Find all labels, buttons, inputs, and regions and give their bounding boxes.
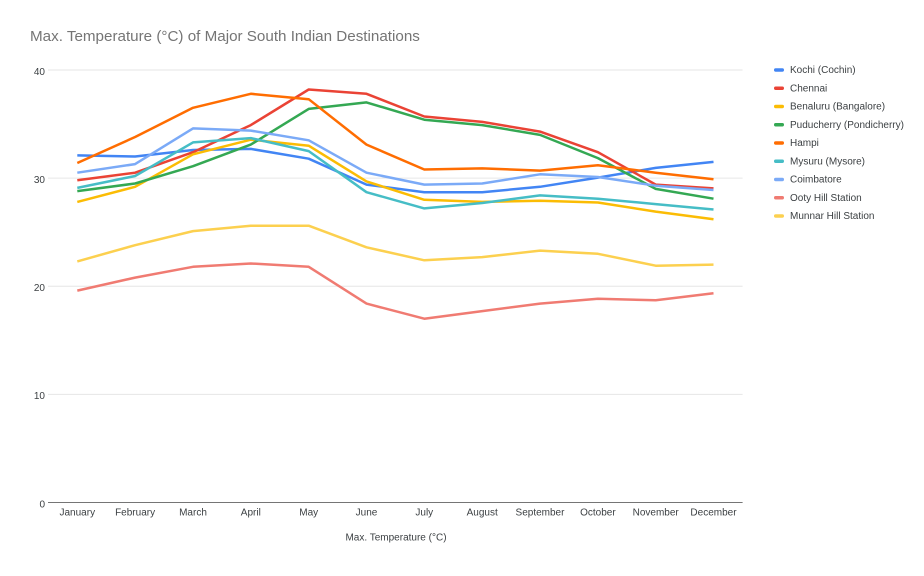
svg-text:January: January (60, 508, 96, 519)
svg-text:August: August (467, 508, 498, 519)
svg-text:20: 20 (34, 283, 46, 294)
svg-text:December: December (690, 508, 737, 519)
svg-text:Kochi (Cochin): Kochi (Cochin) (790, 65, 856, 76)
svg-text:Chennai: Chennai (790, 83, 827, 94)
svg-text:10: 10 (34, 391, 46, 402)
svg-text:0: 0 (39, 499, 45, 510)
svg-text:Mysuru (Mysore): Mysuru (Mysore) (790, 156, 865, 167)
svg-text:Hampi: Hampi (790, 138, 819, 149)
svg-text:July: July (415, 508, 433, 519)
svg-text:May: May (299, 508, 318, 519)
svg-text:April: April (241, 508, 261, 519)
svg-text:Coimbatore: Coimbatore (790, 175, 842, 186)
svg-text:Puducherry (Pondicherry): Puducherry (Pondicherry) (790, 120, 904, 131)
svg-text:February: February (115, 508, 155, 519)
svg-text:March: March (179, 508, 207, 519)
svg-text:Max. Temperature (°C) of Major: Max. Temperature (°C) of Major South Ind… (30, 28, 420, 45)
svg-text:November: November (633, 508, 680, 519)
svg-text:Munnar Hill Station: Munnar Hill Station (790, 211, 874, 222)
svg-text:Benaluru (Bangalore): Benaluru (Bangalore) (790, 102, 885, 113)
svg-text:October: October (580, 508, 616, 519)
svg-text:40: 40 (34, 67, 46, 78)
svg-text:Max. Temperature (°C): Max. Temperature (°C) (345, 533, 446, 544)
svg-text:Ooty Hill Station: Ooty Hill Station (790, 193, 862, 204)
svg-text:30: 30 (34, 175, 46, 186)
svg-text:June: June (356, 508, 378, 519)
svg-text:September: September (516, 508, 566, 519)
